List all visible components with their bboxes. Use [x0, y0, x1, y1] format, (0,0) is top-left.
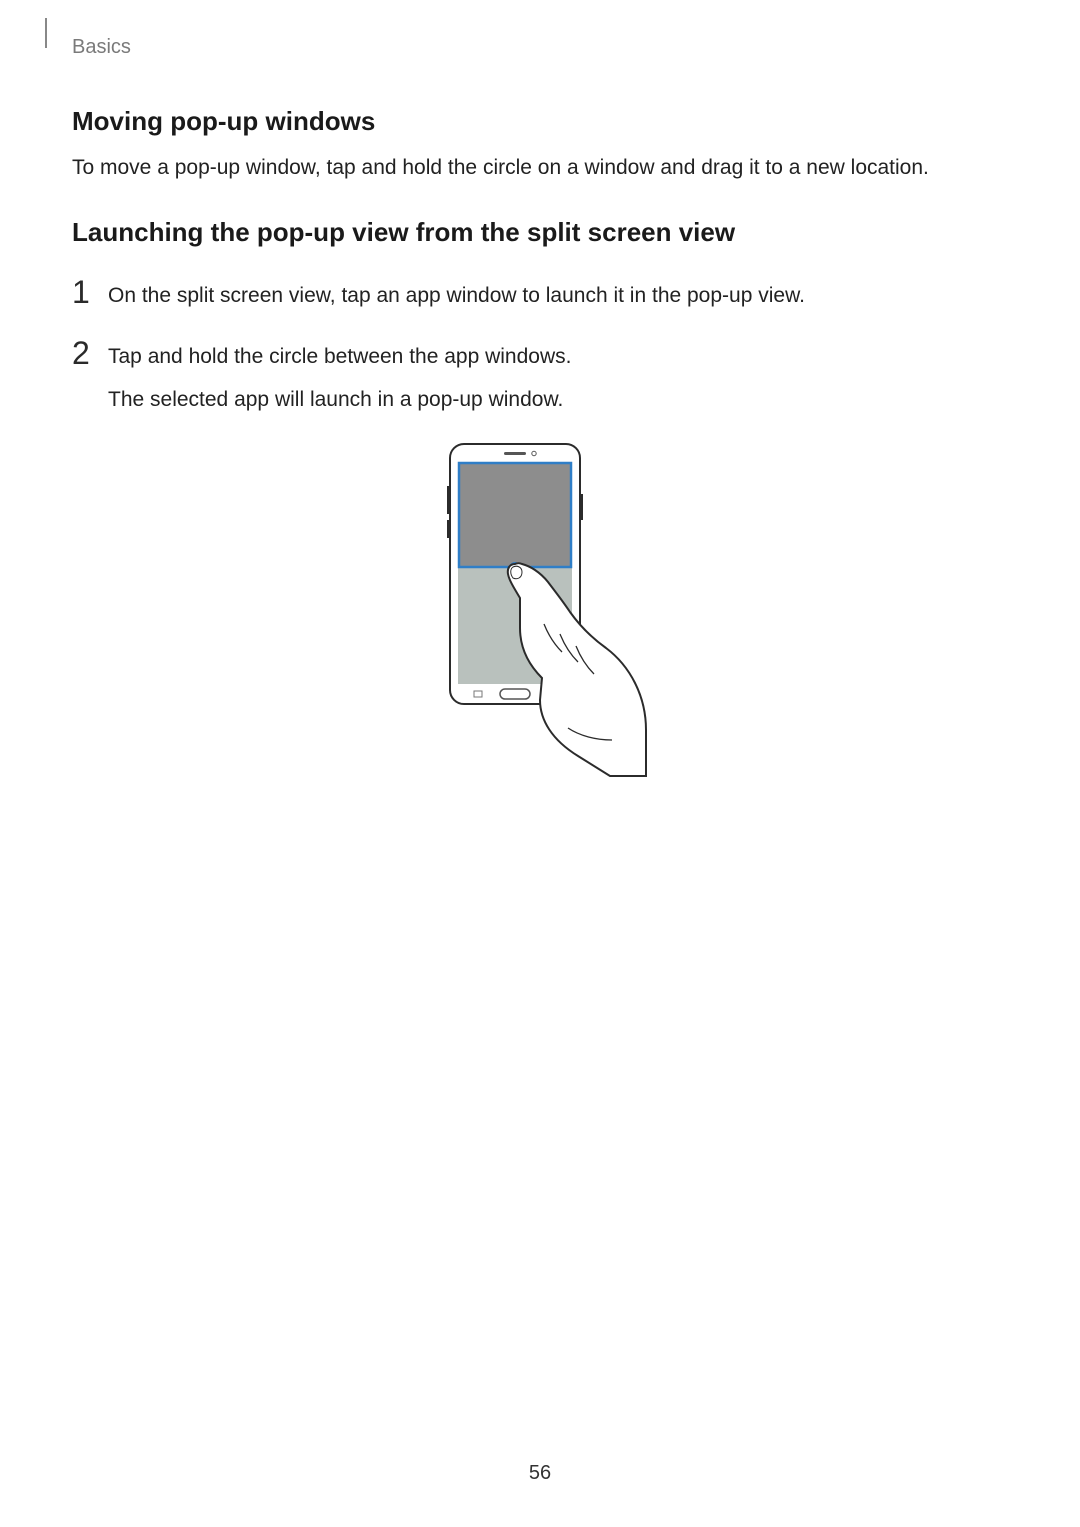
section-body-moving: To move a pop-up window, tap and hold th…	[72, 153, 1008, 183]
step-line: Tap and hold the circle between the app …	[108, 341, 571, 374]
step-number: 1	[72, 276, 108, 308]
step-body: Tap and hold the circle between the app …	[108, 337, 571, 416]
side-button	[447, 520, 450, 538]
page-number: 56	[0, 1462, 1080, 1485]
speaker-slot	[504, 452, 526, 455]
step-line: On the split screen view, tap an app win…	[108, 280, 805, 313]
header-rule	[45, 18, 47, 48]
top-pane	[458, 462, 572, 568]
side-button	[580, 494, 583, 520]
page-content: Moving pop-up windows To move a pop-up w…	[72, 106, 1008, 780]
step-1: 1 On the split screen view, tap an app w…	[72, 276, 1008, 313]
step-number: 2	[72, 337, 108, 369]
section-heading-moving: Moving pop-up windows	[72, 106, 1008, 137]
breadcrumb: Basics	[72, 36, 131, 59]
step-line: The selected app will launch in a pop-up…	[108, 384, 571, 417]
section-heading-launching: Launching the pop-up view from the split…	[72, 217, 1008, 248]
step-body: On the split screen view, tap an app win…	[108, 276, 805, 313]
phone-svg	[430, 440, 650, 780]
phone-illustration	[72, 440, 1008, 780]
side-button	[447, 486, 450, 514]
step-2: 2 Tap and hold the circle between the ap…	[72, 337, 1008, 416]
